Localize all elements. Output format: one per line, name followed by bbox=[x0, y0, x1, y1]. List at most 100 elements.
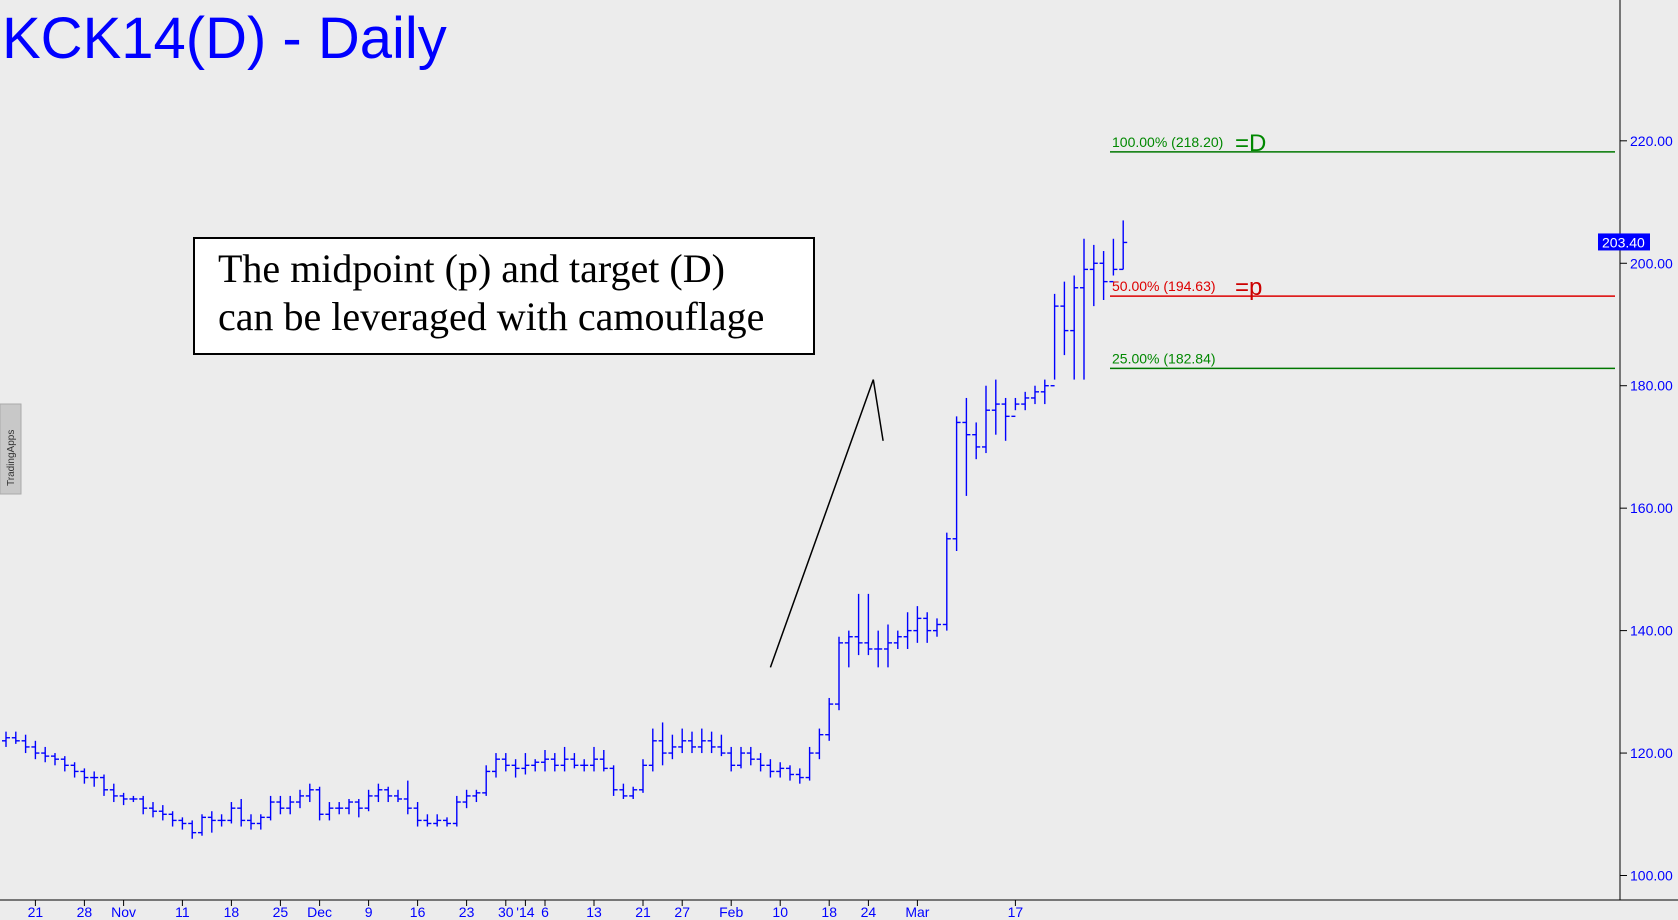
time-tick-label: 10 bbox=[772, 904, 788, 920]
ohlc-bar bbox=[80, 768, 89, 784]
ohlc-bar bbox=[452, 795, 461, 827]
abcd-pattern bbox=[769, 379, 884, 668]
ohlc-bar bbox=[1119, 220, 1128, 271]
ohlc-bar bbox=[678, 728, 687, 754]
ohlc-bar bbox=[413, 802, 422, 827]
fib-level-tag: =p bbox=[1235, 274, 1262, 301]
time-tick-label: Dec bbox=[307, 904, 332, 920]
ohlc-bar bbox=[697, 728, 706, 754]
ohlc-bar bbox=[933, 618, 941, 637]
ohlc-bar bbox=[913, 606, 922, 643]
time-tick-label: 21 bbox=[28, 904, 44, 920]
ohlc-bar bbox=[109, 783, 118, 803]
ohlc-bar bbox=[874, 630, 883, 668]
ohlc-bar bbox=[247, 814, 255, 830]
ohlc-bar bbox=[1099, 251, 1108, 300]
ohlc-bar bbox=[325, 802, 334, 821]
price-tick-label: 200.00 bbox=[1630, 255, 1673, 271]
ohlc-bar bbox=[541, 750, 549, 772]
fib-level-label: 50.00% (194.63) bbox=[1112, 278, 1216, 294]
ohlc-bar bbox=[1001, 397, 1010, 441]
ohlc-bar bbox=[364, 789, 373, 812]
time-tick-label: 17 bbox=[1008, 904, 1024, 920]
ohlc-bar bbox=[188, 820, 197, 839]
price-tick-label: 180.00 bbox=[1630, 378, 1673, 394]
ohlc-bar bbox=[276, 795, 285, 815]
watermark-text: TradingApps bbox=[6, 430, 17, 486]
ohlc-bar bbox=[1040, 379, 1049, 405]
ohlc-bar bbox=[315, 786, 324, 821]
time-tick-label: 27 bbox=[674, 904, 690, 920]
ohlc-bar bbox=[1109, 238, 1118, 283]
time-tick-label: '14 bbox=[516, 904, 534, 920]
chart-title: KCK14(D) - Daily bbox=[2, 6, 447, 71]
ohlc-bar bbox=[580, 759, 589, 772]
ohlc-bar bbox=[942, 532, 951, 631]
ohlc-bar bbox=[815, 728, 824, 760]
ohlc-bar bbox=[1021, 391, 1030, 411]
ohlc-bar bbox=[100, 774, 108, 796]
ohlc-bar bbox=[139, 795, 148, 815]
ohlc-bar bbox=[923, 612, 932, 643]
ohlc-bar bbox=[952, 416, 961, 552]
ohlc-bar bbox=[403, 780, 412, 815]
annotation-line-2: can be leveraged with camouflage bbox=[218, 294, 764, 339]
price-axis: 100.00 120.00 140.00 160.00 180.00 200.00 220.… bbox=[1620, 133, 1673, 884]
ohlc-bar bbox=[41, 746, 50, 763]
ohlc-bar bbox=[550, 753, 559, 772]
time-tick-label: Mar bbox=[905, 904, 929, 920]
ohlc-bar bbox=[256, 814, 265, 830]
ohlc-bar bbox=[51, 753, 59, 766]
ohlc-bar bbox=[482, 765, 491, 796]
price-tick-label: 120.00 bbox=[1630, 745, 1673, 761]
ohlc-bar bbox=[854, 593, 863, 656]
ohlc-bar bbox=[962, 397, 971, 496]
ohlc-bar bbox=[521, 753, 530, 775]
time-tick-label: Feb bbox=[719, 904, 743, 920]
fibonacci-levels: 100.00% (218.20) =D 50.00% (194.63) =p 25.00… bbox=[1110, 130, 1615, 370]
ohlc-bar bbox=[835, 636, 843, 711]
time-tick-label: 28 bbox=[77, 904, 93, 920]
ohlc-bar bbox=[884, 624, 892, 668]
time-tick-label: 23 bbox=[459, 904, 475, 920]
time-tick-label: 21 bbox=[635, 904, 651, 920]
ohlc-bar bbox=[688, 731, 696, 754]
ohlc-bar bbox=[207, 811, 216, 833]
time-tick-label: 18 bbox=[821, 904, 837, 920]
ohlc-bar bbox=[354, 798, 363, 818]
ohlc-bar bbox=[707, 731, 716, 754]
ohlc-bar bbox=[384, 786, 393, 803]
ohlc-bar bbox=[805, 746, 814, 781]
ohlc-bar bbox=[982, 385, 990, 454]
annotation-box: The midpoint (p) and target (D) can be l… bbox=[193, 237, 815, 355]
time-tick-label: 13 bbox=[586, 904, 602, 920]
ohlc-bar bbox=[345, 798, 353, 815]
time-tick-label: 24 bbox=[861, 904, 877, 920]
ohlc-bar bbox=[776, 762, 785, 778]
ohlc-bar bbox=[737, 746, 745, 769]
ohlc-bar bbox=[531, 759, 540, 772]
last-price-label: 203.40 bbox=[1602, 234, 1645, 250]
ohlc-bar bbox=[1050, 293, 1059, 387]
ohlc-bar bbox=[168, 811, 177, 827]
ohlc-bar bbox=[629, 786, 638, 799]
ohlc-bar bbox=[609, 765, 618, 796]
ohlc-bar bbox=[668, 734, 677, 760]
ohlc-bar bbox=[237, 798, 246, 827]
time-tick-label: 9 bbox=[365, 904, 373, 920]
ohlc-bar bbox=[864, 593, 873, 656]
ohlc-bar bbox=[374, 783, 383, 803]
ohlc-bar bbox=[1070, 275, 1079, 380]
ohlc-bar bbox=[472, 789, 481, 803]
ohlc-bar bbox=[227, 802, 236, 824]
ohlc-bar bbox=[825, 697, 834, 741]
price-tick-label: 100.00 bbox=[1630, 868, 1673, 884]
ohlc-bar bbox=[766, 759, 775, 778]
ohlc-bar bbox=[296, 789, 304, 809]
ohlc-bar bbox=[903, 612, 912, 649]
ohlc-bar bbox=[501, 753, 510, 772]
ohlc-bar bbox=[266, 795, 275, 821]
ohlc-bar bbox=[560, 746, 569, 772]
ohlc-bar bbox=[844, 630, 853, 668]
ohlc-bar bbox=[648, 728, 657, 772]
